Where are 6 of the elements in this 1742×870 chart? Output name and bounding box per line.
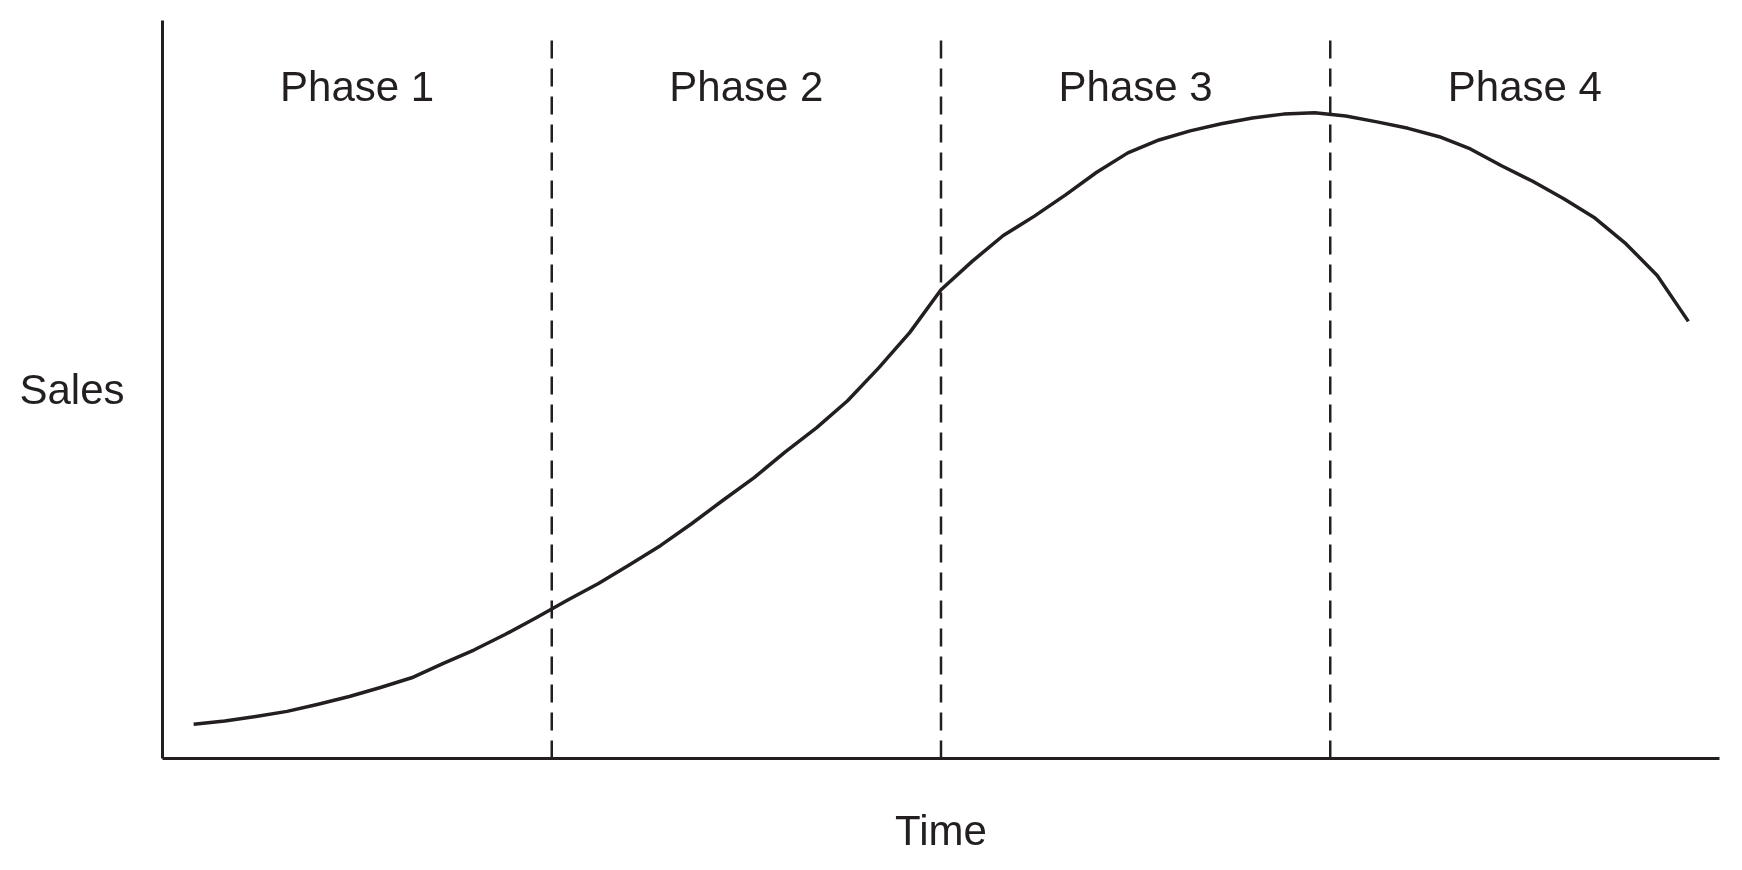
text: Phase 1: [280, 63, 435, 111]
x-axis-title: Time: [895, 806, 987, 854]
y-axis-title: Sales: [19, 366, 125, 413]
text: Phase 2: [669, 63, 824, 111]
text: Phase 3: [1058, 63, 1213, 111]
text: Phase 4: [1447, 63, 1602, 111]
